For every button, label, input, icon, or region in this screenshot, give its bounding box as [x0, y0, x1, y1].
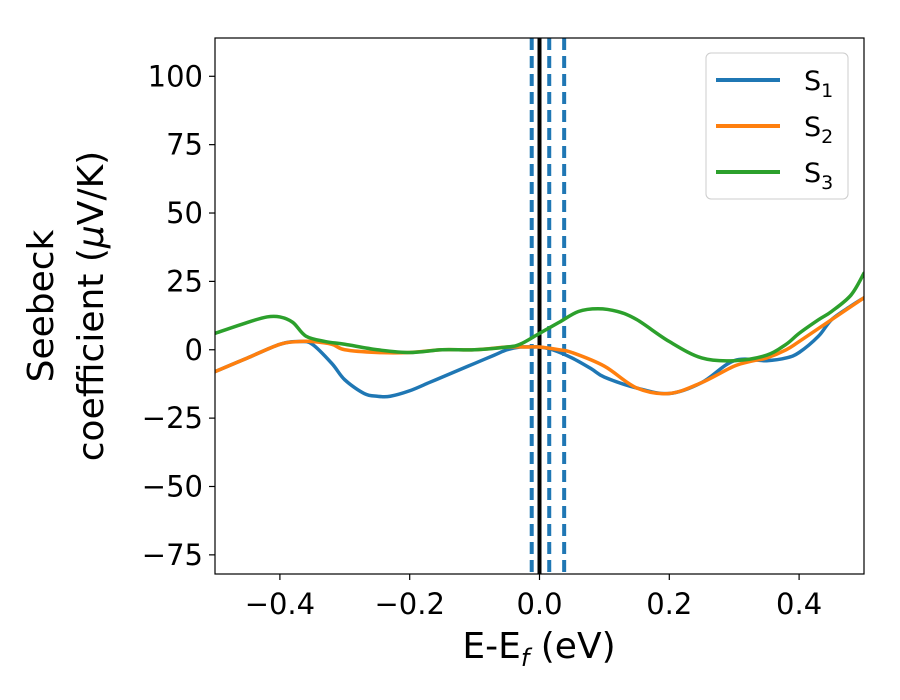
y-tick-label: 25: [166, 264, 203, 298]
legend-label-s1: S1: [804, 66, 833, 102]
x-tick-label: 0.4: [776, 587, 822, 621]
legend-label-sub: 2: [821, 126, 833, 148]
y-axis-label-prefix: coefficient (: [71, 248, 112, 461]
series-line-s3: [215, 271, 864, 363]
legend-label-base: S: [804, 158, 821, 189]
legend-label-s3: S3: [804, 158, 833, 194]
legend-label-sub: 1: [821, 80, 833, 102]
y-tick-label: 50: [166, 196, 203, 230]
legend-label-sub: 3: [821, 172, 833, 194]
y-tick-label: −25: [142, 401, 203, 435]
y-axis-label-suffix: V/K): [71, 151, 112, 225]
legend-label-base: S: [804, 112, 821, 143]
y-tick-label: −75: [142, 538, 203, 572]
x-axis-label-base: E-E: [462, 626, 520, 667]
x-axis-ticks: −0.4 −0.2 0.0 0.2 0.4: [245, 574, 822, 621]
y-tick-label: 75: [166, 128, 203, 162]
y-tick-label: 100: [148, 59, 203, 93]
x-tick-label: −0.4: [245, 587, 315, 621]
y-axis-label: Seebeck coefficient (μV/K): [21, 151, 112, 461]
y-axis-label-line2: coefficient (μV/K): [71, 151, 112, 461]
x-axis-label: E-Ef (eV): [462, 626, 615, 672]
y-axis-ticks: −75 −50 −25 0 25 50 75 100: [142, 59, 215, 572]
x-tick-label: 0.2: [646, 587, 692, 621]
y-tick-label: 0: [185, 333, 203, 367]
x-tick-label: −0.2: [374, 587, 444, 621]
legend-label-s2: S2: [804, 112, 833, 148]
y-axis-label-line1: Seebeck: [21, 229, 62, 382]
y-tick-label: −50: [142, 469, 203, 503]
y-axis-label-mu: μ: [71, 225, 112, 249]
vertical-reference-lines: [529, 38, 567, 574]
series-lines: [215, 271, 864, 399]
series-line-s2: [215, 296, 864, 396]
legend-label-base: S: [804, 66, 821, 97]
x-tick-label: 0.0: [516, 587, 562, 621]
x-axis-label-suffix: (eV): [529, 626, 615, 667]
